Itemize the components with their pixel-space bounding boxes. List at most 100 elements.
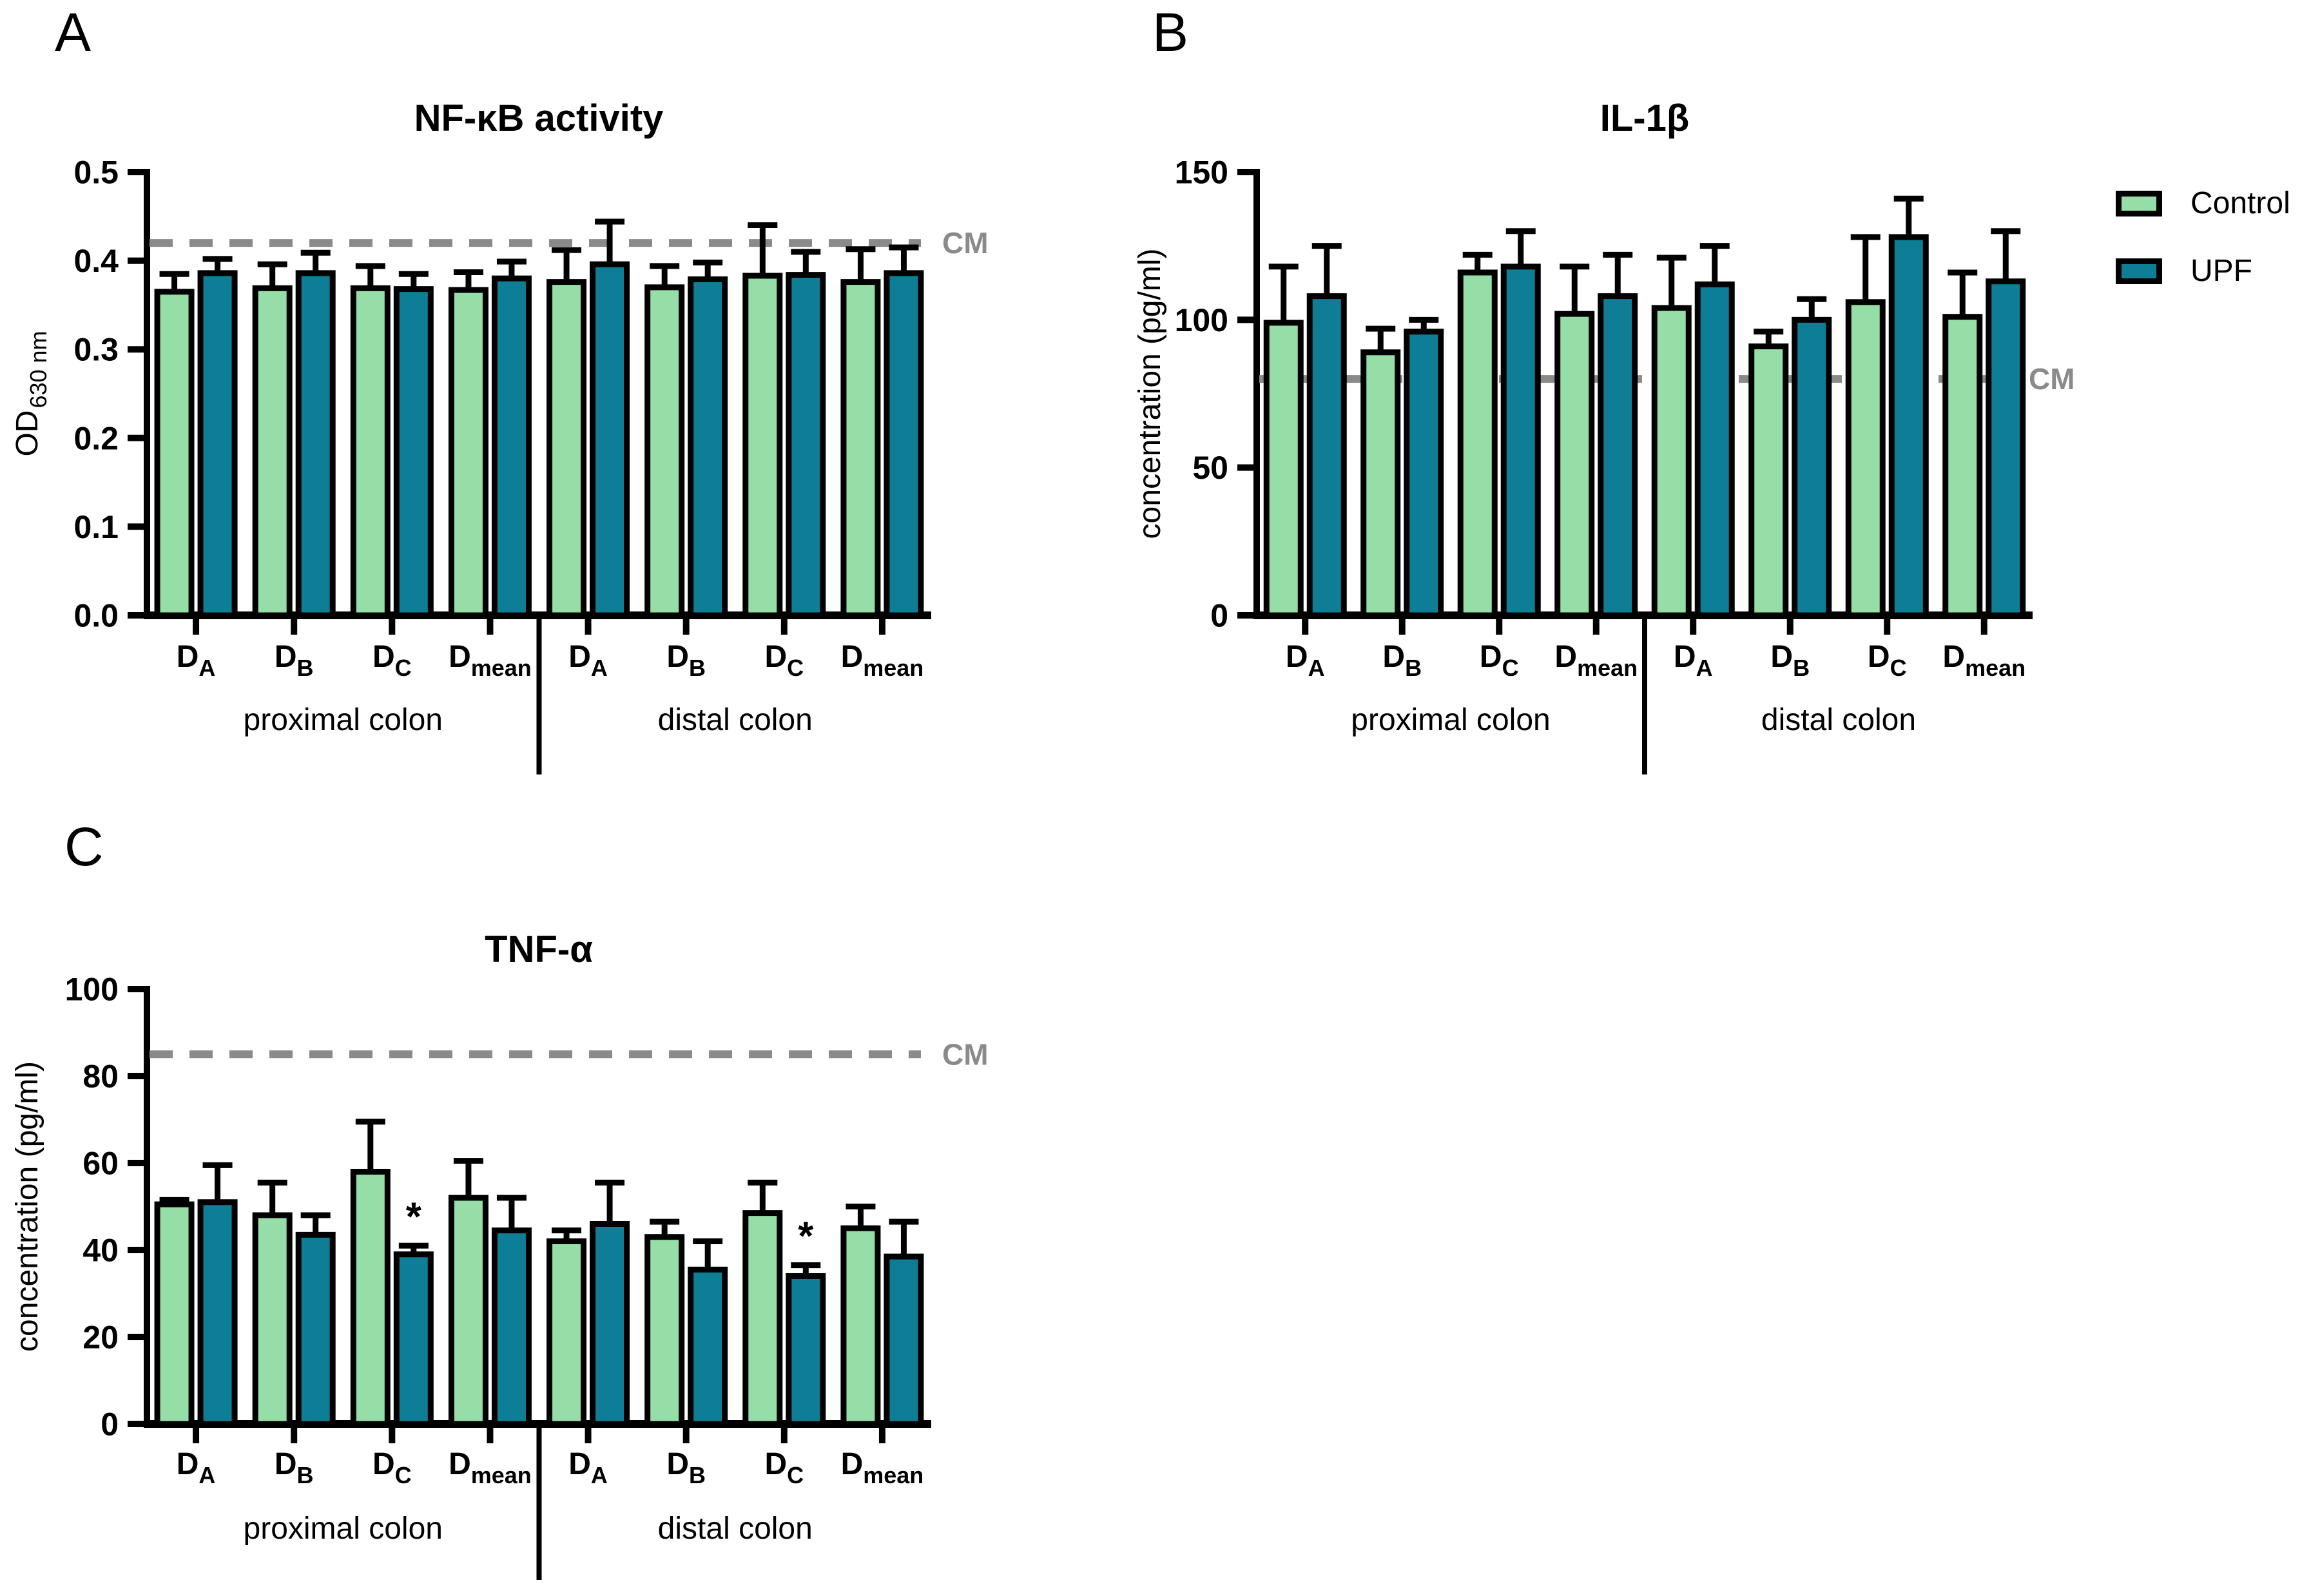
category-label: Dmean <box>1942 640 2026 681</box>
bar-upf-2 <box>393 286 434 619</box>
bar-control-7 <box>1942 314 1983 619</box>
y-tick-label: 0.4 <box>73 243 119 279</box>
category-label: DA <box>177 1447 216 1488</box>
y-tick-label: 80 <box>82 1059 119 1095</box>
category-label: DA <box>568 1447 608 1488</box>
category-label: DA <box>1674 640 1713 681</box>
panel-letter-c: C <box>64 816 104 877</box>
bar-upf-1 <box>295 270 336 619</box>
y-tick-label: 150 <box>1175 155 1228 191</box>
bar-control-6 <box>742 273 783 619</box>
category-label: DB <box>666 1447 706 1488</box>
bar-control-0 <box>154 289 195 619</box>
bar-upf-6 <box>786 1273 826 1427</box>
bar-control-7 <box>840 1225 881 1427</box>
bar-upf-7 <box>1986 278 2026 619</box>
group-label: distal colon <box>658 703 813 737</box>
bar-control-0 <box>154 1201 195 1427</box>
category-label: Dmean <box>1554 640 1638 681</box>
bar-control-2 <box>1457 269 1498 619</box>
bar-upf-6 <box>1888 234 1929 619</box>
bar-control-6 <box>742 1210 783 1427</box>
bar-upf-0 <box>197 270 238 619</box>
category-label: DC <box>1480 640 1519 681</box>
cm-label: CM <box>942 1037 989 1071</box>
y-tick-label: 0.5 <box>73 155 119 191</box>
category-label: DA <box>568 640 608 681</box>
category-label: DA <box>177 640 216 681</box>
bar-upf-2 <box>1500 264 1541 619</box>
y-tick-label: 60 <box>82 1146 119 1182</box>
bar-upf-7 <box>884 270 924 619</box>
y-tick-label: 50 <box>1192 450 1228 486</box>
bar-control-4 <box>546 1238 587 1427</box>
bar-control-1 <box>252 285 293 619</box>
bar-control-5 <box>1748 343 1789 619</box>
category-label: DB <box>666 640 706 681</box>
bar-upf-4 <box>590 1221 630 1427</box>
y-axis-label: OD 630 nm <box>10 331 52 456</box>
panel-letter-a: A <box>55 2 92 62</box>
bar-upf-0 <box>197 1199 238 1427</box>
bar-control-2 <box>350 1169 391 1427</box>
bar-upf-1 <box>1404 329 1444 619</box>
y-tick-label: 40 <box>82 1233 119 1269</box>
legend-item-control: Control <box>2116 186 2290 221</box>
category-label: Dmean <box>841 1447 924 1488</box>
y-tick-label: 0.0 <box>73 598 119 634</box>
group-label: proximal colon <box>244 703 443 737</box>
bar-control-1 <box>1360 349 1401 619</box>
legend-label-control: Control <box>2190 186 2290 220</box>
chart-title-il1b: IL-1β <box>1600 97 1690 139</box>
y-tick-label: 100 <box>1175 302 1228 338</box>
bar-upf-2 <box>393 1251 434 1427</box>
group-label: distal colon <box>658 1512 813 1546</box>
bar-control-1 <box>252 1212 293 1427</box>
cm-label: CM <box>942 226 989 260</box>
chart-title-tnfa: TNF-α <box>485 928 593 970</box>
bar-control-7 <box>840 279 881 619</box>
category-label: Dmean <box>449 640 532 681</box>
bar-control-3 <box>448 1195 488 1427</box>
bar-upf-3 <box>1598 293 1638 619</box>
bar-control-2 <box>350 285 391 619</box>
legend-label-upf: UPF <box>2190 254 2252 288</box>
bar-upf-0 <box>1306 293 1347 619</box>
category-label: DB <box>275 640 314 681</box>
y-tick-label: 0.2 <box>73 420 119 456</box>
significance-star: * <box>406 1195 422 1239</box>
y-axis-label: concentration (pg/ml) <box>1133 249 1167 539</box>
category-label: DC <box>764 640 804 681</box>
bar-control-0 <box>1263 320 1304 619</box>
bar-control-4 <box>546 279 587 619</box>
category-label: Dmean <box>449 1447 532 1488</box>
bar-control-6 <box>1845 299 1886 619</box>
significance-star: * <box>798 1215 814 1259</box>
cm-label: CM <box>2029 362 2075 396</box>
bar-upf-5 <box>688 1266 728 1427</box>
category-label: Dmean <box>841 640 924 681</box>
bar-upf-5 <box>688 276 728 619</box>
y-tick-label: 0.1 <box>73 509 119 545</box>
bar-upf-7 <box>884 1253 924 1427</box>
bar-upf-3 <box>491 1227 532 1427</box>
y-tick-label: 0 <box>1210 598 1228 634</box>
category-label: DB <box>1382 640 1422 681</box>
y-tick-label: 100 <box>65 972 119 1008</box>
group-label: proximal colon <box>1351 703 1550 737</box>
bar-control-3 <box>448 287 488 619</box>
legend: Control UPF <box>2116 186 2290 289</box>
group-label: distal colon <box>1761 703 1916 737</box>
category-label: DC <box>1868 640 1907 681</box>
chart-title-nfkb: NF-κB activity <box>414 97 664 139</box>
y-tick-label: 20 <box>82 1320 119 1356</box>
group-label: proximal colon <box>244 1512 443 1546</box>
category-label: DC <box>372 1447 412 1488</box>
category-label: DA <box>1286 640 1325 681</box>
bar-upf-5 <box>1792 316 1832 619</box>
bar-control-5 <box>644 284 685 619</box>
category-label: DB <box>1770 640 1810 681</box>
category-label: DC <box>372 640 412 681</box>
y-axis-label: concentration (pg/ml) <box>10 1061 44 1352</box>
